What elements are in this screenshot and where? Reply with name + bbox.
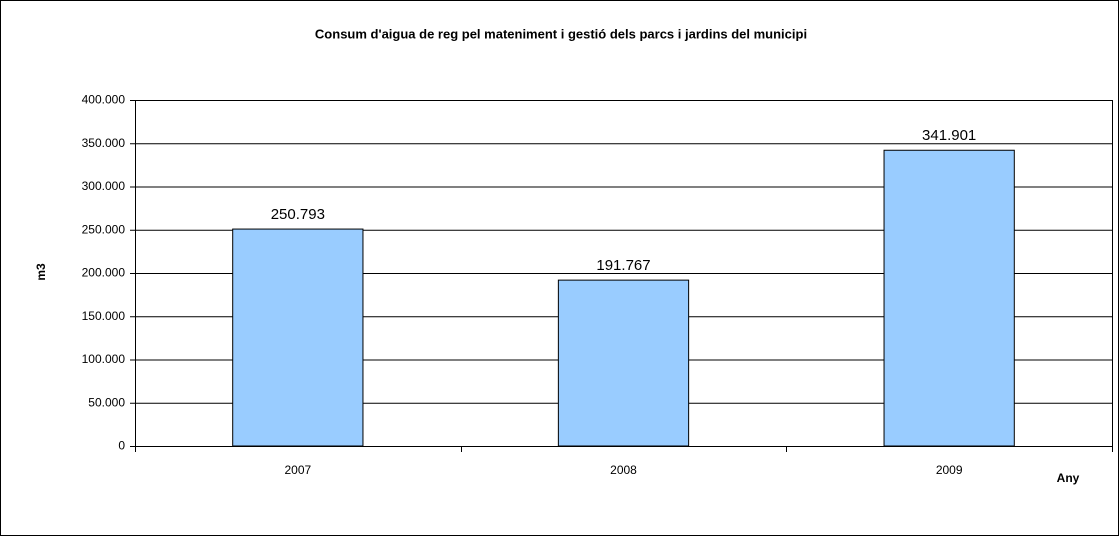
data-label: 191.767 — [596, 257, 650, 274]
y-tick-label: 200.000 — [82, 266, 126, 280]
y-tick-label: 400.000 — [82, 93, 126, 107]
x-tick-label: 2007 — [284, 463, 311, 477]
y-axis-label: m3 — [34, 263, 48, 281]
x-axis-label: Any — [1057, 471, 1080, 485]
x-tick-label: 2009 — [936, 463, 963, 477]
y-tick-label: 0 — [118, 439, 125, 453]
data-label: 341.901 — [922, 127, 976, 144]
y-tick-label: 300.000 — [82, 179, 126, 193]
x-tick-label: 2008 — [610, 463, 637, 477]
y-tick-label: 150.000 — [82, 309, 126, 323]
bar — [883, 149, 1015, 447]
data-label: 250.793 — [271, 206, 325, 223]
chart-title: Consum d'aigua de reg pel mateniment i g… — [315, 26, 807, 41]
bar — [557, 279, 690, 447]
y-tick-label: 350.000 — [82, 136, 126, 150]
y-tick-label: 100.000 — [82, 352, 126, 366]
bar — [232, 228, 364, 447]
y-tick-label: 50.000 — [88, 395, 125, 409]
y-tick-label: 250.000 — [82, 222, 126, 236]
